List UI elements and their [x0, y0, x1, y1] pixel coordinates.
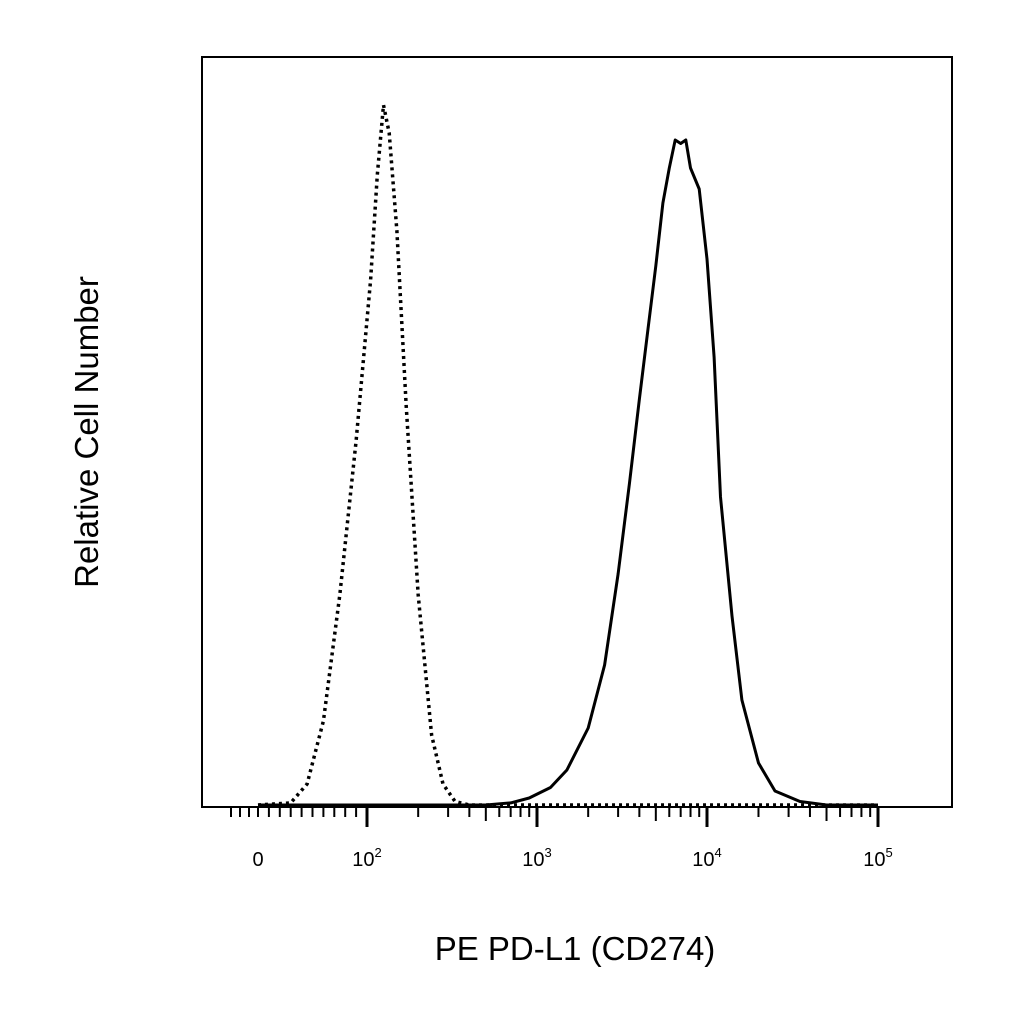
x-tick-label: 102 — [352, 845, 381, 871]
x-tick-label: 0 — [252, 849, 263, 871]
histogram-curves — [257, 103, 878, 807]
x-tick-label: 104 — [692, 845, 721, 871]
y-axis-title: Relative Cell Number — [68, 276, 105, 588]
x-tick-label: 105 — [863, 845, 892, 871]
plot-frame — [201, 56, 953, 808]
series-pd-l1-stained-line — [258, 138, 878, 807]
x-axis-tick-labels: 0 102 103 104 105 — [252, 845, 892, 871]
x-axis-title: PE PD-L1 (CD274) — [435, 930, 716, 967]
x-tick-label: 103 — [522, 845, 551, 871]
series-isotype-control-line — [257, 103, 878, 807]
x-axis-ticks — [230, 807, 880, 827]
